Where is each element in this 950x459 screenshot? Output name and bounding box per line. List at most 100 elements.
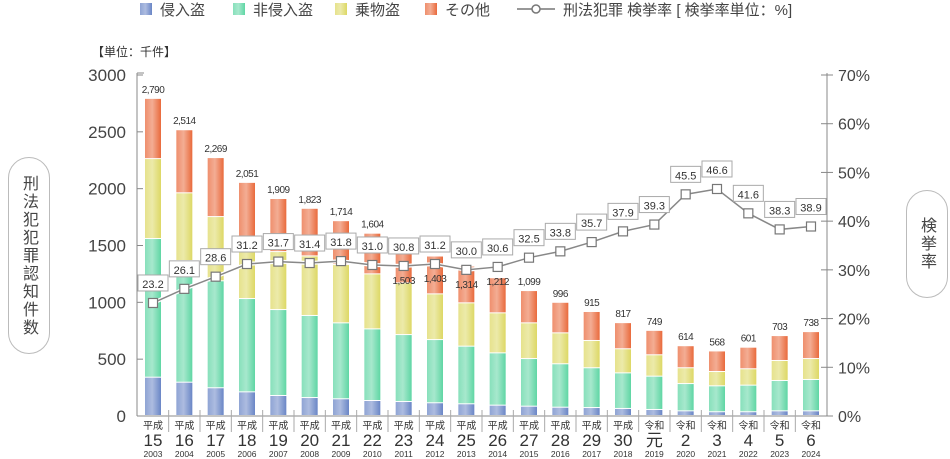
rate-label-box (450, 241, 482, 259)
x-era-label: 平成 (362, 420, 382, 432)
unit-label: 【単位：千件】 (92, 44, 176, 59)
rate-marker (774, 224, 785, 235)
bar-segment-0 (301, 398, 318, 415)
rate-marker (523, 252, 535, 263)
total-label: 1,503 (392, 276, 415, 287)
legend-label: 刑法犯罪 検挙率 [ 検挙率単位：%] (563, 2, 792, 19)
total-label: 817 (615, 309, 631, 320)
rate-label: 30.6 (487, 243, 508, 255)
bar-segment-3 (740, 347, 757, 369)
rate-label-box (262, 233, 294, 251)
rate-label: 30.0 (456, 246, 477, 258)
x-num-label: 18 (238, 431, 257, 450)
legend-swatch (140, 3, 152, 15)
x-year-label: 2004 (175, 449, 194, 459)
x-era-label: 令和 (707, 419, 727, 432)
rate-marker (617, 226, 629, 237)
rate-label-box (200, 248, 232, 266)
rate-label: 38.9 (800, 203, 821, 215)
bar-segment-0 (176, 382, 193, 415)
rate-label: 23.2 (142, 279, 163, 291)
bar-segment-1 (677, 384, 694, 411)
axes: 0 500 1000 1500 2000 2500 3000 0% 10% 20% 30% 40% 50… (88, 66, 870, 459)
bar-segment-2 (740, 369, 757, 385)
x-num-label: 元 (646, 431, 663, 450)
rate-line: 23.2 26.1 28.6 31.2 31.7 31.4 31.8 31.0 30.8 31.2… (137, 160, 827, 309)
rate-label-box (544, 222, 576, 240)
x-num-label: 17 (206, 431, 225, 450)
bar-segment-0 (677, 411, 694, 415)
x-year-label: 2018 (614, 449, 633, 459)
total-labels: 2,790 2,514 2,269 2,051 1,909 1,823 1,714 1,604… (142, 85, 820, 349)
y2-tick-label: 70% (838, 68, 870, 85)
bar-segment-1 (176, 261, 193, 382)
rate-label-box (795, 198, 827, 216)
bar-segment-2 (552, 333, 569, 364)
bar-segment-3 (709, 351, 725, 372)
x-era-label: 平成 (582, 420, 602, 432)
bar-segment-0 (583, 408, 600, 415)
bar-segment-3 (552, 302, 569, 333)
x-num-label: 22 (363, 431, 382, 450)
rate-marker (586, 236, 597, 248)
x-era-label: 平成 (519, 420, 539, 432)
rate-marker (492, 261, 503, 273)
rate-label-box (325, 232, 357, 250)
x-num-label: 26 (488, 431, 507, 450)
x-num-label: 24 (426, 431, 445, 450)
x-era-label: 令和 (644, 419, 664, 432)
legend-label: 侵入盗 (160, 2, 205, 19)
y-tick-label: 2500 (88, 123, 126, 142)
bar-segment-3 (646, 330, 663, 355)
bar-segment-1 (333, 323, 349, 399)
x-era-label: 平成 (456, 420, 476, 432)
bar-segment-2 (301, 256, 318, 315)
y-tick-label: 0 (117, 407, 126, 426)
rate-label-box (231, 235, 263, 253)
x-year-label: 2022 (739, 449, 758, 459)
x-year-label: 2017 (582, 449, 601, 459)
x-num-label: 23 (394, 431, 413, 450)
y2-axis-title: 検挙率 (906, 190, 948, 298)
y-tick-label: 1500 (88, 237, 126, 256)
rate-marker (273, 256, 284, 267)
bars (145, 98, 819, 415)
rate-label: 26.1 (174, 265, 195, 277)
total-label: 915 (584, 298, 600, 309)
bar-segment-1 (301, 315, 318, 398)
rate-marker (743, 208, 754, 219)
bar-segment-0 (552, 407, 569, 415)
y2-tick-label: 20% (838, 312, 870, 329)
x-year-label: 2014 (488, 449, 507, 459)
total-label: 2,269 (204, 144, 227, 155)
bar-segment-2 (489, 313, 506, 353)
total-label: 2,051 (236, 169, 259, 180)
y2-tick-label: 60% (838, 117, 870, 134)
bar-segment-1 (270, 310, 287, 395)
bar-segment-1 (239, 299, 255, 392)
bar-segment-2 (709, 372, 725, 386)
x-num-label: 28 (551, 431, 570, 450)
x-year-label: 2021 (708, 449, 727, 459)
bar-segment-1 (615, 373, 631, 408)
x-era-label: 平成 (613, 420, 633, 432)
legend-swatch (335, 3, 347, 15)
rate-label: 39.3 (644, 201, 665, 213)
bar-segment-2 (615, 349, 631, 373)
rate-label-box (576, 213, 608, 231)
rate-marker (398, 260, 409, 272)
x-era-label: 令和 (676, 419, 696, 432)
x-era-label: 令和 (738, 419, 758, 432)
rate-label: 31.0 (362, 241, 383, 253)
y2-tick-label: 50% (838, 165, 870, 182)
x-year-label: 2024 (802, 449, 821, 459)
bar-segment-3 (583, 311, 600, 340)
x-era-label: 平成 (394, 420, 414, 432)
total-label: 738 (803, 318, 819, 329)
legend-marker (531, 4, 541, 14)
rate-label: 37.9 (612, 207, 633, 219)
x-year-label: 2012 (426, 449, 445, 459)
legend-label: 乗物盗 (355, 2, 400, 19)
rate-label: 46.6 (706, 165, 727, 177)
